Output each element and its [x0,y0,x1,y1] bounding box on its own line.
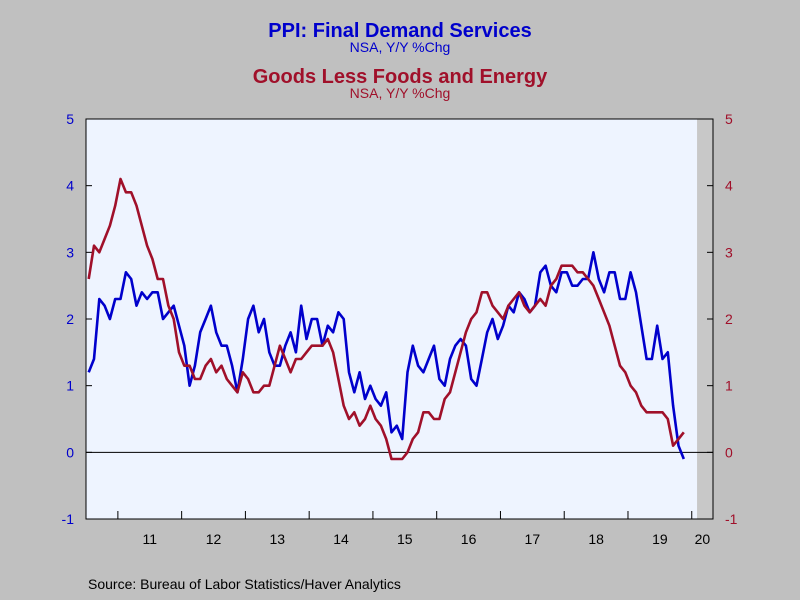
x-tick-label: 20 [695,531,711,547]
x-tick-label: 11 [142,531,157,547]
y-tick-label-right: 1 [725,378,733,394]
y-tick-label-right: 3 [725,244,733,260]
series-ppi-services-line [87,251,686,460]
series-goods-less-food-energy-line [87,177,685,461]
x-tick-label: 15 [397,531,413,547]
y-tick-label-right: 0 [725,444,733,460]
x-tick-label: 17 [525,531,541,547]
x-tick-label: 12 [206,531,222,547]
x-tick-label: 19 [652,531,668,547]
y-tick-label-left: -1 [62,511,75,527]
source-note: Source: Bureau of Labor Statistics/Haver… [88,576,401,592]
recession-shading [697,119,713,519]
x-tick-label: 14 [333,531,349,547]
y-tick-label-right: 5 [725,111,733,127]
y-tick-label-left: 3 [66,244,74,260]
y-tick-label-left: 2 [66,311,74,327]
chart-subtitle-2: NSA, Y/Y %Chg [349,85,451,101]
y-tick-label-right: 4 [725,178,733,194]
chart-subtitle-1: NSA, Y/Y %Chg [349,39,451,55]
y-tick-label-right: 2 [725,311,733,327]
y-tick-label-left: 0 [66,444,74,460]
x-tick-label: 16 [461,531,477,547]
y-tick-label-left: 1 [66,378,74,394]
y-tick-label-right: -1 [725,511,738,527]
y-tick-label-left: 5 [66,111,74,127]
x-tick-label: 13 [269,531,285,547]
chart-title-1: PPI: Final Demand Services [268,20,532,42]
x-tick-label: 18 [588,531,604,547]
y-tick-label-left: 4 [66,178,74,194]
chart-title-2: Goods Less Foods and Energy [252,66,548,88]
